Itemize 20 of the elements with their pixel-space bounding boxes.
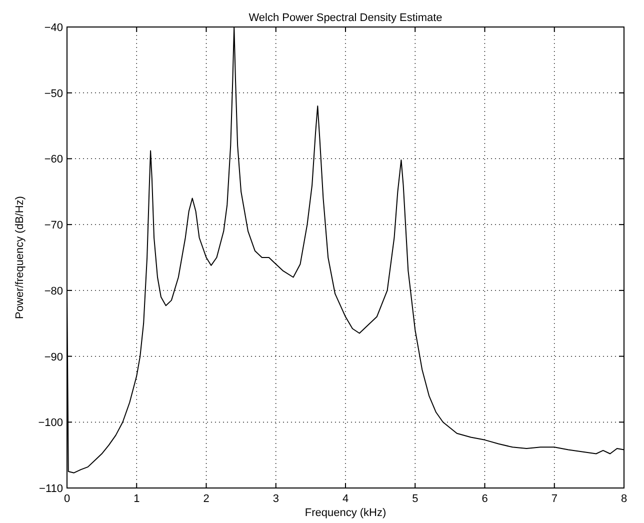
x-axis-title: Frequency (kHz)	[304, 507, 386, 519]
x-tick-label: 4	[342, 493, 349, 505]
x-tick-label: 0	[64, 493, 70, 505]
y-tick-label: −70	[44, 220, 63, 232]
y-tick-label: −80	[44, 285, 63, 298]
chart-title: Welch Power Spectral Density Estimate	[248, 12, 442, 24]
x-tick-label: 2	[203, 493, 210, 505]
y-tick-label: −60	[44, 154, 63, 166]
x-tick-label: 7	[551, 493, 558, 505]
x-tick-label: 6	[482, 493, 488, 505]
x-tick-label: 5	[412, 493, 418, 505]
y-tick-label: −90	[44, 351, 63, 364]
y-tick-label: −40	[44, 22, 63, 34]
x-tick-label: 1	[134, 493, 140, 505]
y-tick-label: −50	[44, 88, 63, 100]
y-tick-label: −100	[38, 417, 63, 430]
x-tick-label: 3	[272, 493, 279, 505]
x-tick-label: 8	[620, 493, 628, 505]
y-axis-title: Power/frequency (dB/Hz)	[14, 196, 26, 319]
y-tick-label: −110	[39, 483, 63, 495]
